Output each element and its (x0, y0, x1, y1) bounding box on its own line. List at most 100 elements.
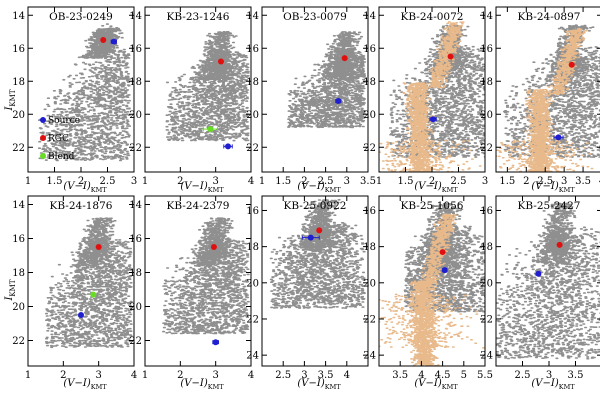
rgc-marker (217, 58, 224, 65)
y-tick-label: 22 (12, 143, 25, 154)
y-tick-label: 16 (12, 234, 25, 245)
panel-title: KB-25-1056 (401, 200, 464, 212)
x-tick-label: 3.5 (575, 176, 591, 187)
panel-points (269, 199, 366, 309)
x-axis-label: (V−I)KMT (297, 378, 341, 391)
panel-title: OB-23-0249 (49, 11, 113, 23)
x-tick-label: 2 (60, 370, 66, 381)
panel-points (496, 24, 600, 172)
x-tick-label: 2 (429, 176, 435, 187)
x-tick-label: 3.5 (318, 370, 334, 381)
y-tick-label: 22 (480, 143, 493, 154)
legend-label-source: Source (48, 116, 80, 126)
rgc-marker (568, 61, 575, 68)
y-tick-label: 20 (12, 302, 25, 313)
panel-frame (144, 6, 252, 173)
panel-points (379, 202, 485, 366)
x-tick-label: 2 (523, 176, 529, 187)
y-tick-label: 18 (246, 77, 259, 88)
blend-marker (90, 291, 97, 298)
y-tick-label: 14 (129, 200, 142, 211)
x-tick-label: 2 (177, 176, 183, 187)
y-tick-label: 14 (480, 11, 493, 22)
x-tick-label: 5.5 (477, 370, 493, 381)
x-tick-label: 4 (248, 370, 254, 381)
x-tick-label: 3 (212, 370, 218, 381)
x-axis-label-sub: KMT (442, 186, 459, 194)
x-tick-label: 4 (131, 370, 137, 381)
y-tick-label: 16 (480, 206, 493, 217)
x-tick-label: 1 (142, 176, 148, 187)
y-tick-label: 18 (363, 242, 376, 253)
x-tick-label: 1 (376, 176, 382, 187)
x-tick-label: 5 (461, 370, 467, 381)
x-tick-label: 3.5 (568, 370, 584, 381)
panel-frame (144, 195, 252, 367)
source-marker (555, 134, 562, 141)
x-axis-label-main: (V−I) (414, 181, 441, 192)
x-tick-label: 2 (301, 176, 307, 187)
y-tick-label: 24 (480, 351, 493, 362)
source-marker (535, 270, 542, 277)
x-axis-label: (V−I)KMT (63, 378, 107, 391)
x-axis-label: (V−I)KMT (531, 378, 575, 391)
y-tick-label: 20 (246, 110, 259, 121)
x-axis-label-main: (V−I) (414, 378, 441, 389)
y-tick-label: 22 (129, 336, 142, 347)
x-axis-label-sub: KMT (559, 383, 576, 391)
x-tick-label: 3 (212, 176, 218, 187)
y-tick-label: 22 (480, 314, 493, 325)
rgc-marker (341, 55, 348, 62)
y-tick-label: 22 (363, 314, 376, 325)
legend-label-rgc: RGC (48, 134, 69, 144)
x-tick-label: 1.5 (398, 176, 414, 187)
x-axis-label-sub: KMT (325, 383, 342, 391)
x-axis-label: (V−I)KMT (414, 378, 458, 391)
y-tick-label: 18 (12, 77, 25, 88)
panel-title: KB-23-1246 (167, 11, 230, 23)
y-tick-label: 18 (363, 77, 376, 88)
y-tick-label: 20 (129, 302, 142, 313)
x-tick-label: 1 (25, 176, 31, 187)
y-tick-label: 16 (246, 206, 259, 217)
field-stars (162, 217, 250, 335)
legend-marker-rgc (40, 135, 46, 141)
y-axis-label-top: IKMT (4, 89, 17, 111)
cmd-panel-4: 1 1.5 2 2.5 3 14 16 18 20 22 KB-24-0072 (V−I)KMT (363, 6, 488, 194)
x-tick-label: 4 (344, 370, 350, 381)
y-tick-label: 14 (246, 11, 259, 22)
y-tick-label: 16 (12, 44, 25, 55)
x-axis-label-sub: KMT (91, 383, 108, 391)
source-marker (225, 143, 232, 150)
x-tick-label: 3.5 (360, 176, 376, 187)
x-axis-label-main: (V−I) (531, 378, 558, 389)
x-tick-label: 2 (78, 176, 84, 187)
legend-marker-source (40, 117, 46, 123)
panel-points (379, 21, 485, 172)
y-tick-label: 20 (363, 278, 376, 289)
y-tick-label: 20 (129, 110, 142, 121)
rgc-marker (210, 244, 217, 250)
x-tick-label: 2.5 (537, 176, 553, 187)
panel-title: KB-24-0897 (518, 11, 581, 23)
panel-points (496, 202, 600, 360)
x-tick-label: 2.5 (318, 176, 334, 187)
x-tick-label: 3 (301, 370, 307, 381)
rgc-marker (447, 53, 454, 60)
y-tick-label: 24 (246, 351, 259, 362)
field-stars (287, 31, 367, 129)
panel-title: KB-24-0072 (401, 11, 464, 23)
source-marker (110, 38, 117, 45)
x-axis-label-sub: KMT (559, 186, 576, 194)
legend-marker-blend (40, 153, 46, 159)
x-tick-label: 3 (482, 176, 488, 187)
panel-frame (261, 195, 369, 367)
y-axis-label-sub: KMT (9, 279, 17, 296)
x-tick-label: 2.5 (275, 370, 291, 381)
y-tick-label: 16 (129, 234, 142, 245)
panel-points (44, 217, 133, 349)
y-tick-label: 14 (12, 200, 25, 211)
x-axis-label: (V−I)KMT (297, 181, 341, 194)
y-axis-label-main: I (4, 106, 15, 112)
